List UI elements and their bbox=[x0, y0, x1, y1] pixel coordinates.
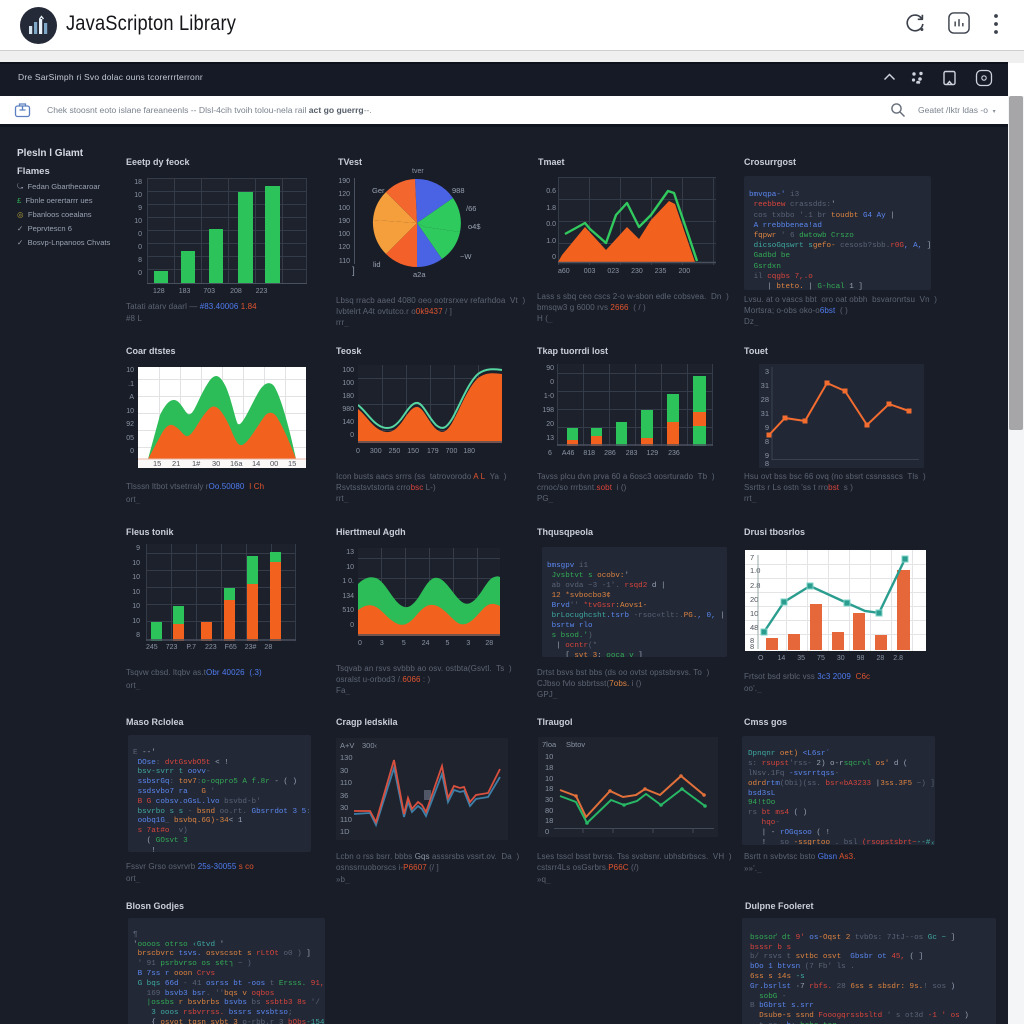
svg-text:15: 15 bbox=[288, 459, 296, 468]
svg-text:1#: 1# bbox=[192, 459, 201, 468]
svg-text:18: 18 bbox=[545, 816, 553, 825]
svg-text:0: 0 bbox=[545, 827, 549, 836]
svg-text:10: 10 bbox=[545, 774, 553, 783]
svg-text:30: 30 bbox=[545, 795, 553, 804]
svg-text:36: 36 bbox=[340, 791, 348, 800]
svg-text:10: 10 bbox=[545, 752, 553, 761]
svg-text:7loa: 7loa bbox=[542, 740, 557, 749]
svg-text:00: 00 bbox=[270, 459, 278, 468]
svg-text:18: 18 bbox=[545, 784, 553, 793]
svg-text:110: 110 bbox=[340, 778, 352, 787]
svg-text:3: 3 bbox=[765, 367, 769, 376]
svg-text:28: 28 bbox=[761, 395, 769, 404]
svg-text:31: 31 bbox=[761, 381, 769, 390]
svg-text:300‹: 300‹ bbox=[362, 741, 378, 750]
svg-text:14: 14 bbox=[252, 459, 260, 468]
svg-text:15: 15 bbox=[153, 459, 161, 468]
svg-text:A+V: A+V bbox=[340, 741, 354, 750]
svg-text:1D: 1D bbox=[340, 827, 350, 836]
svg-text:110: 110 bbox=[340, 815, 352, 824]
svg-text:16a: 16a bbox=[230, 459, 243, 468]
svg-text:30: 30 bbox=[340, 766, 348, 775]
svg-text:Sbtov: Sbtov bbox=[566, 740, 585, 749]
svg-text:8: 8 bbox=[765, 437, 769, 446]
svg-text:10: 10 bbox=[750, 609, 758, 618]
svg-text:7: 7 bbox=[750, 553, 754, 562]
svg-text:20: 20 bbox=[750, 595, 758, 604]
svg-text:80: 80 bbox=[545, 806, 553, 815]
svg-text:48: 48 bbox=[750, 623, 758, 632]
svg-text:21: 21 bbox=[172, 459, 180, 468]
svg-text:8: 8 bbox=[765, 459, 769, 468]
svg-text:2.8: 2.8 bbox=[750, 581, 760, 590]
svg-text:1.0: 1.0 bbox=[750, 566, 760, 575]
svg-text:8: 8 bbox=[750, 642, 754, 651]
svg-text:8: 8 bbox=[750, 636, 754, 645]
svg-text:31: 31 bbox=[761, 409, 769, 418]
svg-text:9: 9 bbox=[765, 451, 769, 460]
svg-text:130: 130 bbox=[340, 753, 353, 762]
svg-text:9: 9 bbox=[765, 423, 769, 432]
svg-text:30: 30 bbox=[340, 803, 348, 812]
svg-text:30: 30 bbox=[212, 459, 220, 468]
svg-text:18: 18 bbox=[545, 763, 553, 772]
